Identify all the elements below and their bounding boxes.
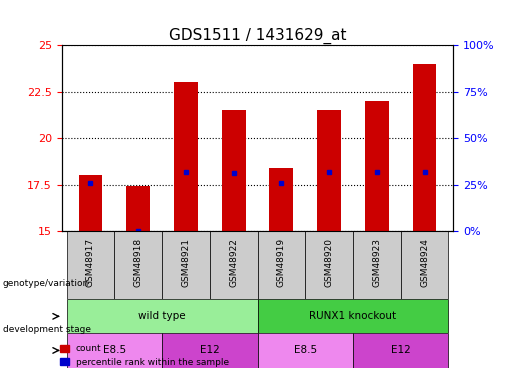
Bar: [114, 231, 162, 299]
Title: GDS1511 / 1431629_at: GDS1511 / 1431629_at: [169, 27, 346, 44]
Text: genotype/variation: genotype/variation: [3, 279, 89, 288]
Bar: [305, 231, 353, 299]
Text: RUNX1 knockout: RUNX1 knockout: [310, 311, 397, 321]
Bar: [401, 231, 449, 299]
Bar: [66, 299, 258, 333]
Bar: [258, 231, 305, 299]
Bar: [365, 101, 389, 231]
Text: GSM48917: GSM48917: [86, 238, 95, 287]
Bar: [174, 82, 198, 231]
Text: GSM48920: GSM48920: [324, 238, 334, 287]
Text: E8.5: E8.5: [102, 345, 126, 355]
Bar: [258, 299, 449, 333]
Bar: [413, 64, 437, 231]
Text: E12: E12: [391, 345, 410, 355]
Text: GSM48921: GSM48921: [181, 238, 191, 287]
Legend: count, percentile rank within the sample: count, percentile rank within the sample: [56, 341, 233, 370]
Bar: [78, 175, 102, 231]
Text: GSM48924: GSM48924: [420, 238, 429, 287]
Bar: [162, 333, 258, 368]
Text: development stage: development stage: [3, 326, 91, 334]
Bar: [126, 186, 150, 231]
Bar: [317, 110, 341, 231]
Bar: [66, 333, 162, 368]
Bar: [210, 231, 258, 299]
Bar: [162, 231, 210, 299]
Text: GSM48919: GSM48919: [277, 238, 286, 287]
Text: E8.5: E8.5: [294, 345, 317, 355]
Text: wild type: wild type: [138, 311, 186, 321]
Text: GSM48922: GSM48922: [229, 238, 238, 287]
Text: E12: E12: [200, 345, 219, 355]
Bar: [353, 231, 401, 299]
Bar: [353, 333, 449, 368]
Bar: [221, 110, 246, 231]
Text: GSM48918: GSM48918: [134, 238, 143, 287]
Bar: [269, 168, 294, 231]
Text: GSM48923: GSM48923: [372, 238, 381, 287]
Bar: [258, 333, 353, 368]
Bar: [66, 231, 114, 299]
